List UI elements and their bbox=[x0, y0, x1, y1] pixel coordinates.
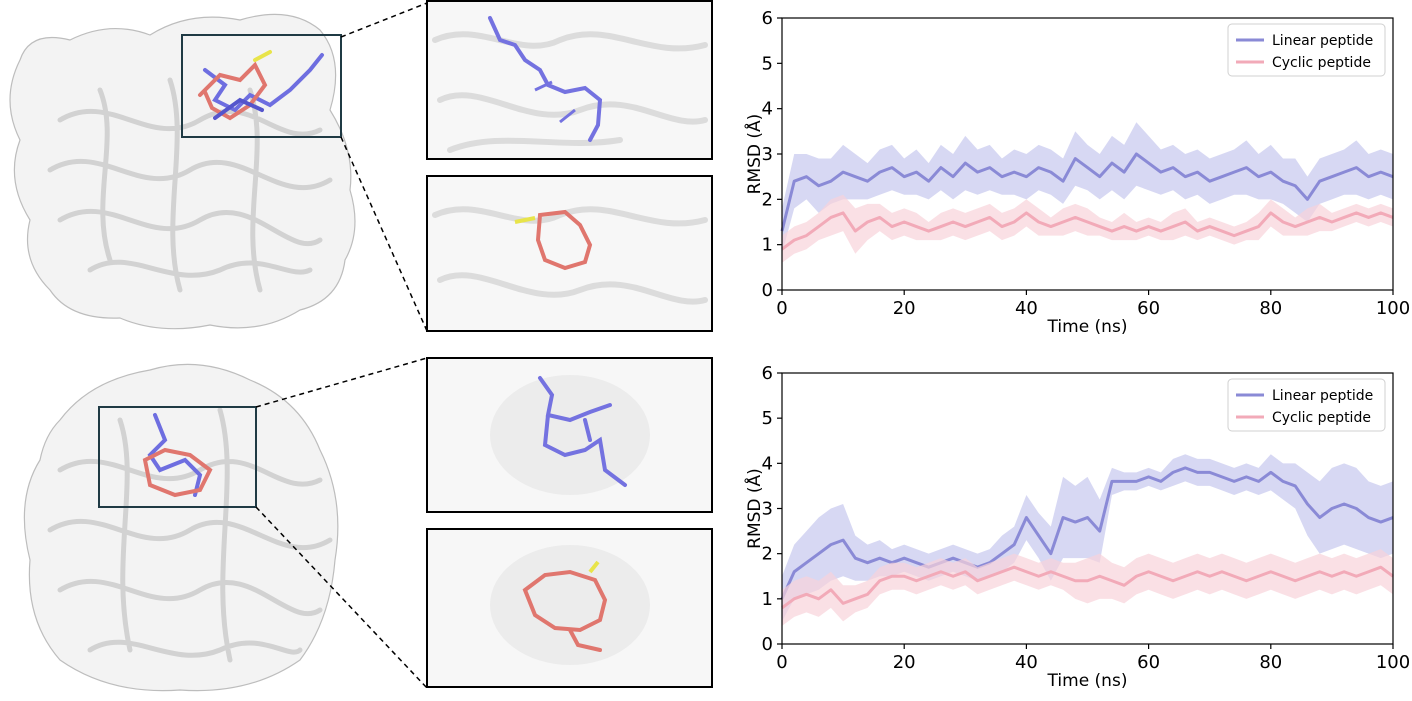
x-tick-label: 100 bbox=[1376, 298, 1410, 319]
x-tick-label: 0 bbox=[776, 298, 787, 319]
x-tick-label: 0 bbox=[776, 652, 787, 673]
series-line-linear bbox=[780, 466, 1394, 600]
y-tick-label: 3 bbox=[762, 499, 773, 520]
peptide-sticks-bottom bbox=[142, 413, 213, 498]
peptide-sticks-top bbox=[198, 50, 324, 121]
inset-cyclic-top bbox=[426, 175, 713, 332]
y-axis-label: RMSD (Å) bbox=[743, 114, 765, 195]
series-line-linear bbox=[780, 152, 1394, 232]
zoom-connector bbox=[255, 357, 428, 408]
x-axis-label: Time (ns) bbox=[1047, 671, 1128, 691]
y-tick-label: 1 bbox=[762, 589, 773, 610]
zoom-box-top bbox=[181, 34, 342, 138]
inset-cyclic-bottom bbox=[426, 528, 713, 688]
x-tick-label: 80 bbox=[1259, 652, 1282, 673]
inset-linear-top bbox=[426, 0, 713, 160]
y-tick-label: 1 bbox=[762, 235, 773, 256]
x-tick-label: 20 bbox=[893, 652, 916, 673]
y-tick-label: 0 bbox=[762, 634, 773, 655]
x-tick-label: 40 bbox=[1015, 652, 1038, 673]
x-tick-label: 60 bbox=[1137, 298, 1160, 319]
y-tick-label: 6 bbox=[762, 363, 773, 384]
protein-surface bbox=[23, 363, 339, 692]
protein-ribbons bbox=[47, 77, 333, 293]
y-tick-label: 4 bbox=[762, 453, 773, 474]
rmsd-chart-bottom: 0 20 40 60 80 100 0 1 2 3 4 5 6 Time (ns) RMSD (Å) Line… bbox=[743, 363, 1410, 691]
protein-ribbons bbox=[47, 407, 333, 663]
y-tick-label: 6 bbox=[762, 8, 773, 29]
zoom-connector bbox=[340, 2, 428, 38]
zoom-connector bbox=[255, 506, 428, 689]
y-tick-label: 2 bbox=[762, 189, 773, 210]
series-line-cyclic bbox=[781, 565, 1394, 610]
x-axis-label: Time (ns) bbox=[1047, 317, 1128, 337]
y-tick-label: 2 bbox=[762, 544, 773, 565]
y-tick-label: 5 bbox=[762, 53, 773, 74]
x-tick-label: 100 bbox=[1376, 652, 1410, 673]
zoom-box-bottom bbox=[98, 406, 257, 508]
series-band-cyclic bbox=[782, 549, 1393, 626]
y-tick-label: 5 bbox=[762, 408, 773, 429]
legend-label-cyclic: Cyclic peptide bbox=[1272, 410, 1371, 426]
y-tick-label: 3 bbox=[762, 144, 773, 165]
series-band-linear bbox=[782, 122, 1393, 254]
legend-label-linear: Linear peptide bbox=[1272, 33, 1373, 49]
x-tick-label: 60 bbox=[1137, 652, 1160, 673]
protein-overview-bottom bbox=[23, 363, 339, 692]
protein-overview-top bbox=[9, 13, 356, 330]
x-tick-label: 40 bbox=[1015, 298, 1038, 319]
y-tick-label: 4 bbox=[762, 99, 773, 120]
legend-label-linear: Linear peptide bbox=[1272, 388, 1373, 404]
x-tick-label: 20 bbox=[893, 298, 916, 319]
legend-label-cyclic: Cyclic peptide bbox=[1272, 55, 1371, 71]
y-axis-label: RMSD (Å) bbox=[743, 468, 765, 549]
series-band-cyclic bbox=[782, 194, 1393, 263]
series-band-linear bbox=[782, 454, 1393, 622]
x-tick-label: 80 bbox=[1259, 298, 1282, 319]
legend-box bbox=[1227, 23, 1386, 77]
legend-box bbox=[1227, 378, 1386, 432]
series-line-cyclic bbox=[781, 211, 1394, 251]
y-tick-label: 0 bbox=[762, 280, 773, 301]
rmsd-chart-top: 0 20 40 60 80 100 0 1 2 3 4 5 6 Time (ns) RMSD (Å) Line… bbox=[743, 8, 1410, 337]
inset-linear-bottom bbox=[426, 357, 713, 513]
